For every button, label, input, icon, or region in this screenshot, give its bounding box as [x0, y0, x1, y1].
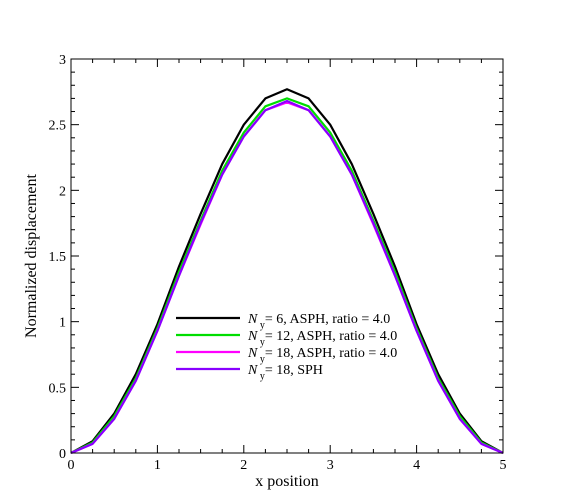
y-tick-label: 1 [59, 316, 66, 331]
plot-frame [70, 58, 504, 454]
x-axis-title: x position [255, 473, 319, 490]
series-lines [70, 88, 504, 455]
legend-entry-1: N y= 6, ASPH, ratio = 4.0 [247, 312, 390, 331]
axis-ticks [70, 58, 504, 454]
x-tick-label: 1 [154, 458, 161, 473]
legend-entry-2: N y= 12, ASPH, ratio = 4.0 [247, 329, 397, 348]
legend: N y= 6, ASPH, ratio = 4.0N y= 12, ASPH, … [176, 312, 397, 382]
y-tick-label: 0 [59, 447, 66, 462]
x-tick-label: 2 [240, 458, 247, 473]
tick-labels: 0 1 2 3 4 5 0 0.5 1 1.5 2 2.5 3 [49, 53, 507, 473]
x-tick-label: 4 [413, 458, 420, 473]
y-tick-label: 0.5 [49, 381, 67, 396]
legend-entry-3: N y= 18, ASPH, ratio = 4.0 [247, 346, 397, 365]
y-tick-label: 2.5 [49, 119, 67, 134]
y-tick-label: 2 [59, 184, 66, 199]
series-line-1 [70, 88, 504, 454]
x-tick-label: 3 [327, 458, 334, 473]
series-line-4 [70, 99, 504, 455]
x-tick-label: 0 [68, 458, 75, 473]
y-tick-label: 1.5 [49, 250, 67, 265]
y-tick-label: 3 [59, 53, 66, 68]
series-line-3 [70, 101, 504, 455]
y-axis-title: Normalized displacement [23, 173, 40, 337]
series-line-2 [70, 97, 504, 454]
legend-entry-4: N y= 18, SPH [247, 363, 323, 382]
x-tick-label: 5 [500, 458, 507, 473]
